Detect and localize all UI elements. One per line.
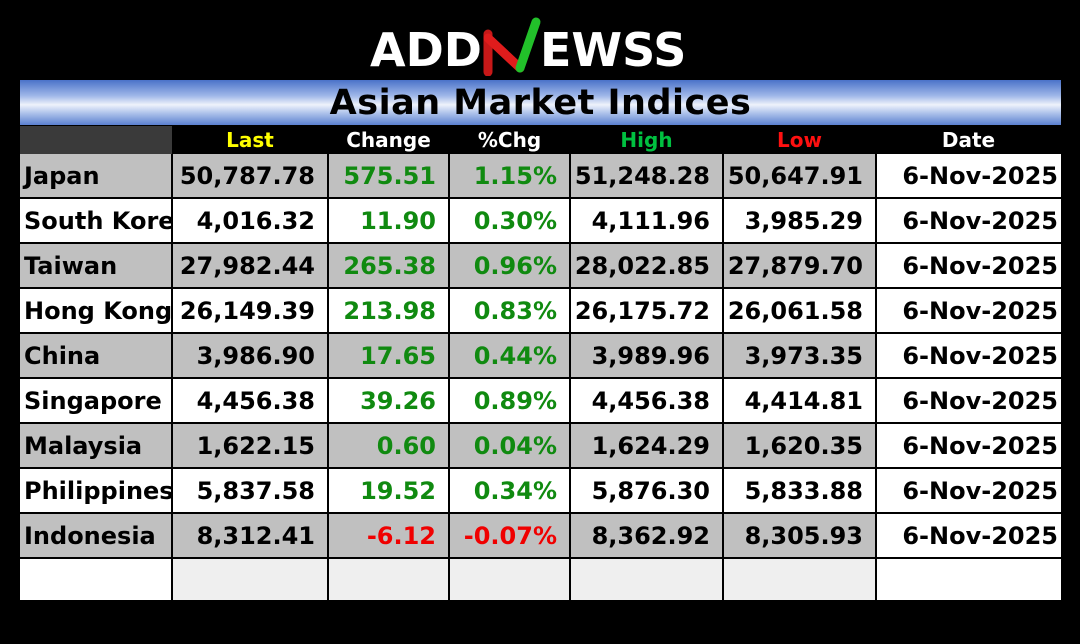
low-cell: 27,879.70: [723, 243, 877, 289]
pct-change-cell: 0.04%: [449, 423, 571, 469]
date-cell: 6-Nov-2025: [876, 198, 1061, 244]
column-header-low: Low: [723, 126, 876, 154]
high-cell: 4,456.38: [570, 378, 724, 424]
market-name-cell: China: [20, 333, 173, 379]
column-header-last: Last: [172, 126, 328, 154]
high-cell: 3,989.96: [570, 333, 724, 379]
market-name-cell: Japan: [20, 154, 173, 199]
change-cell: 265.38: [328, 243, 450, 289]
market-name-cell: South Korea: [20, 198, 173, 244]
last-cell: 3,986.90: [172, 333, 329, 379]
pct-change-cell: -0.07%: [449, 513, 571, 559]
change-cell: 17.65: [328, 333, 450, 379]
empty-cell: [449, 558, 571, 600]
addnewss-logo: ADD EWSS: [370, 17, 686, 76]
empty-cell: [20, 558, 173, 600]
empty-cell: [172, 558, 329, 600]
table-row: Malaysia 1,622.15 0.60 0.04% 1,624.29 1,620.3…: [20, 423, 1061, 469]
title-bar: Asian Market Indices: [20, 80, 1061, 125]
change-cell: 11.90: [328, 198, 450, 244]
market-name-cell: Singapore: [20, 378, 173, 424]
empty-cell: [570, 558, 724, 600]
table-row: China 3,986.90 17.65 0.44% 3,989.96 3,973.35 6…: [20, 333, 1061, 379]
high-cell: 26,175.72: [570, 288, 724, 334]
logo-n-mark: [483, 17, 541, 76]
low-cell: 3,973.35: [723, 333, 877, 379]
column-header-change: Change: [328, 126, 449, 154]
last-cell: 5,837.58: [172, 468, 329, 514]
brand-logo: ADD EWSS: [0, 12, 1080, 80]
market-name-cell: Taiwan: [20, 243, 173, 289]
low-cell: 1,620.35: [723, 423, 877, 469]
logo-text-left: ADD: [370, 23, 482, 76]
table-row: Hong Kong 26,149.39 213.98 0.83% 26,175.72 26…: [20, 288, 1061, 334]
date-cell: 6-Nov-2025: [876, 468, 1061, 514]
last-cell: 4,456.38: [172, 378, 329, 424]
market-name-cell: Hong Kong: [20, 288, 173, 334]
table-row: Taiwan 27,982.44 265.38 0.96% 28,022.85 27,87…: [20, 243, 1061, 289]
table-header-row: Last Change %Chg High Low Date: [20, 126, 1061, 154]
logo-text-right: EWSS: [540, 23, 686, 76]
pct-change-cell: 0.96%: [449, 243, 571, 289]
pct-change-cell: 0.83%: [449, 288, 571, 334]
high-cell: 5,876.30: [570, 468, 724, 514]
low-cell: 4,414.81: [723, 378, 877, 424]
table-row: South Korea4,016.3211.900.30%4,111.963,9…: [20, 198, 1061, 244]
high-cell: 8,362.92: [570, 513, 724, 559]
change-cell: 39.26: [328, 378, 450, 424]
pct-change-cell: 0.34%: [449, 468, 571, 514]
pct-change-cell: 1.15%: [449, 154, 571, 199]
change-cell: 575.51: [328, 154, 450, 199]
empty-cell: [723, 558, 877, 600]
date-cell: 6-Nov-2025: [876, 513, 1061, 559]
low-cell: 3,985.29: [723, 198, 877, 244]
high-cell: 4,111.96: [570, 198, 724, 244]
change-cell: 0.60: [328, 423, 450, 469]
low-cell: 50,647.91: [723, 154, 877, 199]
date-cell: 6-Nov-2025: [876, 154, 1061, 199]
header-corner: [20, 126, 172, 154]
low-cell: 8,305.93: [723, 513, 877, 559]
low-cell: 26,061.58: [723, 288, 877, 334]
pct-change-cell: 0.30%: [449, 198, 571, 244]
last-cell: 50,787.78: [172, 154, 329, 199]
empty-cell: [876, 558, 1061, 600]
high-cell: 28,022.85: [570, 243, 724, 289]
table-row: Indonesia 8,312.41 -6.12 -0.07% 8,362.92 8,30…: [20, 513, 1061, 559]
high-cell: 1,624.29: [570, 423, 724, 469]
market-name-cell: Indonesia: [20, 513, 173, 559]
column-header-high: High: [570, 126, 723, 154]
table-row: Philippines 5,837.58 19.52 0.34% 5,876.30 5,8…: [20, 468, 1061, 514]
date-cell: 6-Nov-2025: [876, 243, 1061, 289]
last-cell: 27,982.44: [172, 243, 329, 289]
low-cell: 5,833.88: [723, 468, 877, 514]
high-cell: 51,248.28: [570, 154, 724, 199]
market-indices-table: Last Change %Chg High Low Date Japan 50,7…: [20, 126, 1061, 600]
empty-cell: [328, 558, 450, 600]
last-cell: 1,622.15: [172, 423, 329, 469]
last-cell: 8,312.41: [172, 513, 329, 559]
last-cell: 26,149.39: [172, 288, 329, 334]
change-cell: -6.12: [328, 513, 450, 559]
date-cell: 6-Nov-2025: [876, 423, 1061, 469]
column-header-pct-change: %Chg: [449, 126, 570, 154]
pct-change-cell: 0.89%: [449, 378, 571, 424]
date-cell: 6-Nov-2025: [876, 333, 1061, 379]
market-name-cell: Philippines: [20, 468, 173, 514]
pct-change-cell: 0.44%: [449, 333, 571, 379]
table-row: Japan 50,787.78 575.51 1.15% 51,248.28 50,647…: [20, 154, 1061, 199]
last-cell: 4,016.32: [172, 198, 329, 244]
column-header-date: Date: [876, 126, 1061, 154]
date-cell: 6-Nov-2025: [876, 288, 1061, 334]
market-name-cell: Malaysia: [20, 423, 173, 469]
table-row: Singapore 4,456.38 39.26 0.89% 4,456.38 4,414…: [20, 378, 1061, 424]
page-title: Asian Market Indices: [329, 82, 752, 123]
change-cell: 19.52: [328, 468, 450, 514]
change-cell: 213.98: [328, 288, 450, 334]
date-cell: 6-Nov-2025: [876, 378, 1061, 424]
empty-row: [20, 558, 1061, 600]
